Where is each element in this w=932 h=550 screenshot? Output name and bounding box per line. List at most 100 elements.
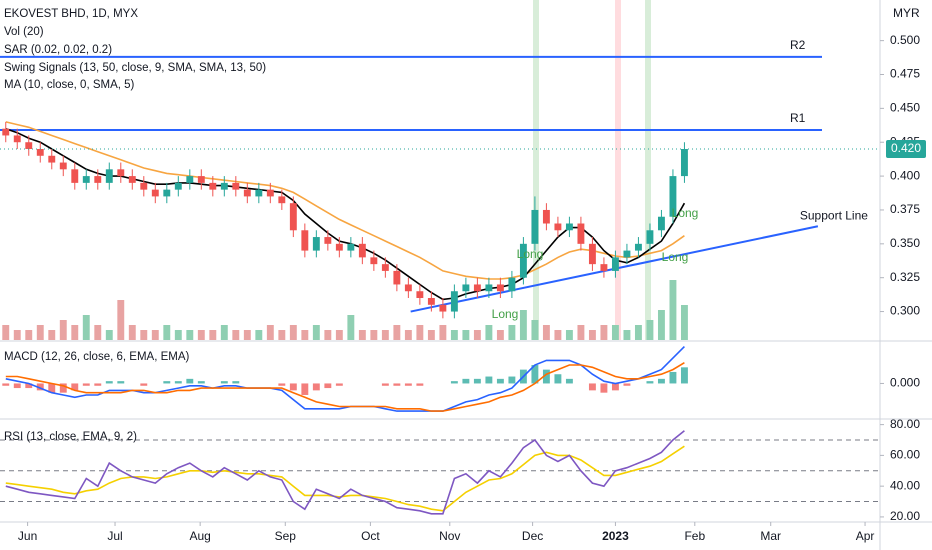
support-label: Support Line [800, 208, 868, 222]
volume-bar [82, 315, 90, 340]
y-tick-label: 80.00 [890, 417, 920, 431]
candle-body [508, 277, 516, 292]
y-tick-label: 0.400 [890, 168, 920, 182]
last-price-tag [886, 140, 926, 159]
volume-bar [59, 320, 67, 340]
volume-bar [611, 325, 619, 340]
macd-histogram [554, 374, 562, 384]
macd-histogram [186, 378, 194, 384]
candle-body [94, 176, 102, 183]
indicator-label: MA (10, close, 0, SMA, 5) [4, 79, 135, 91]
candle-body [496, 284, 504, 292]
candle-body [680, 149, 688, 177]
volume-bar [2, 325, 10, 340]
y-tick-label: 20.00 [890, 509, 920, 523]
volume-bar [427, 330, 435, 340]
volume-bar [197, 330, 205, 340]
candle-body [186, 176, 194, 183]
volume-bar [393, 325, 401, 340]
candle-body [2, 128, 10, 136]
candle-body [427, 298, 435, 305]
volume-bar [301, 330, 309, 340]
volume-bar [94, 325, 102, 340]
volume-bar [347, 315, 355, 340]
candle-body [243, 189, 251, 197]
macd-histogram [531, 365, 539, 384]
volume-bar [577, 325, 585, 340]
volume-bar [508, 325, 516, 340]
y-tick-label: 0.375 [890, 202, 920, 216]
volume-bar [496, 330, 504, 340]
y-tick-label: 0.325 [890, 270, 920, 284]
candle-body [565, 223, 573, 231]
candle-body [473, 284, 481, 292]
candle-body [531, 209, 539, 244]
macd-histogram [220, 381, 228, 384]
macd-histogram [48, 383, 56, 393]
volume-bar [174, 330, 182, 340]
volume-bar [117, 300, 125, 340]
volume-bar [416, 325, 424, 340]
resistance-label: R1 [790, 111, 806, 125]
candle-body [657, 216, 665, 231]
macd-histogram [278, 383, 286, 386]
indicator-line [5, 362, 685, 412]
x-tick-label: Mar [760, 529, 781, 543]
macd-histogram [335, 383, 343, 386]
volume-bar [485, 325, 493, 340]
volume-bar [680, 305, 688, 340]
macd-histogram [197, 381, 205, 384]
macd-histogram [381, 383, 389, 386]
x-tick-label: Feb [684, 529, 705, 543]
macd-histogram [232, 381, 240, 384]
candle-body [347, 243, 355, 251]
macd-histogram [485, 376, 493, 384]
currency: MYR [893, 6, 920, 20]
volume-bar [646, 320, 654, 340]
macd-histogram [94, 383, 102, 386]
volume-bar [13, 330, 21, 340]
macd-histogram [301, 383, 309, 395]
volume-bar [565, 330, 573, 340]
volume-bar [36, 325, 44, 340]
x-tick-label: Nov [439, 529, 460, 543]
signal-band [533, 0, 539, 340]
volume-bar [335, 330, 343, 340]
volume-bar [324, 330, 332, 340]
candle-body [611, 257, 619, 271]
volume-bar [209, 330, 217, 340]
candle-body [278, 196, 286, 204]
volume-bar [473, 330, 481, 340]
volume-bar [151, 330, 159, 340]
candle-body [36, 149, 44, 156]
candle-body [324, 237, 332, 244]
volume-bar [266, 325, 274, 340]
candle-body [577, 223, 585, 244]
volume-bar [220, 325, 228, 340]
resistance-label: R2 [790, 38, 806, 52]
candle-body [151, 189, 159, 197]
chart-title: EKOVEST BHD, 1D, MYX [4, 8, 138, 20]
indicator-line [5, 445, 685, 512]
macd-histogram [25, 383, 33, 389]
indicator-label: Vol (20) [4, 26, 44, 38]
volume-bar [634, 325, 642, 340]
x-tick-label: Aug [189, 529, 210, 543]
candle-body [220, 182, 228, 190]
candle-body [48, 155, 56, 163]
candle-body [197, 176, 205, 183]
signal-band [615, 0, 621, 340]
candle-body [439, 304, 447, 312]
volume-bar [600, 325, 608, 340]
candle-body [416, 291, 424, 299]
candle-body [266, 189, 274, 197]
candle-body [140, 182, 148, 190]
macd-histogram [117, 381, 125, 384]
macd-histogram [71, 383, 79, 391]
candle-body [634, 243, 642, 251]
candle-body [370, 257, 378, 265]
volume-bar [25, 330, 33, 340]
signal-band [645, 0, 651, 340]
plot: 0.3000.3250.3500.3750.4000.4250.4500.475… [0, 33, 926, 543]
